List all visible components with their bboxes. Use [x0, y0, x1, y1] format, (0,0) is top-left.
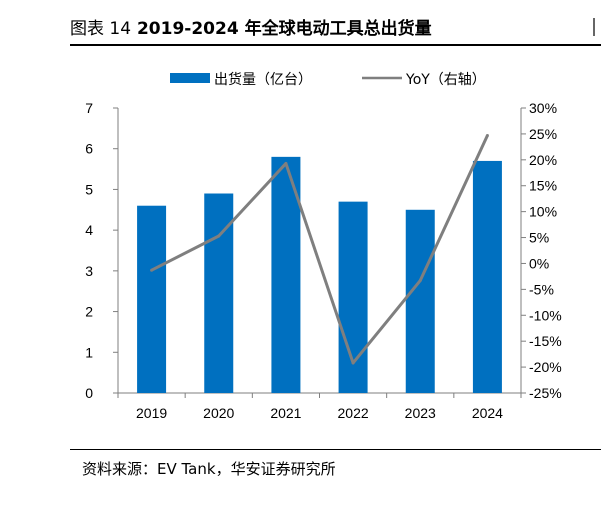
- left-tick-label: 3: [85, 263, 93, 279]
- x-tick-label: 2020: [203, 405, 234, 421]
- edge-mark: [593, 18, 595, 36]
- x-tick-label: 2019: [136, 405, 167, 421]
- x-tick-label: 2024: [472, 405, 503, 421]
- yoy-point-2020: [217, 234, 221, 238]
- right-tick-label: 30%: [529, 100, 557, 116]
- bar-2024: [472, 160, 502, 393]
- right-tick-label: -20%: [529, 359, 562, 375]
- right-tick-label: 10%: [529, 204, 557, 220]
- title-rule: [70, 44, 601, 46]
- bars: [137, 156, 502, 393]
- x-tick-label: 2021: [270, 405, 301, 421]
- left-tick-label: 4: [85, 222, 93, 238]
- legend-bar-swatch: [170, 73, 210, 83]
- legend-line-label: YoY（右轴）: [405, 72, 486, 88]
- right-tick-label: -10%: [529, 307, 562, 323]
- right-tick-label: -25%: [529, 385, 562, 401]
- right-tick-label: 0%: [529, 255, 549, 271]
- left-tick-label: 7: [85, 100, 93, 116]
- bar-2019: [137, 205, 167, 393]
- yoy-point-2021: [284, 161, 288, 165]
- figure-title: 图表 14 2019-2024 年全球电动工具总出货量: [70, 14, 432, 39]
- left-tick-label: 2: [85, 304, 93, 320]
- source-rule: [70, 449, 601, 450]
- right-tick-label: -15%: [529, 333, 562, 349]
- bar-2023: [405, 209, 435, 393]
- chart: 出货量（亿台） YoY（右轴） 0 1 2 3 4 5 6 7 -25% -20% -15% -10%…: [85, 71, 561, 421]
- yoy-line: [150, 134, 489, 365]
- right-tick-label: -5%: [529, 281, 554, 297]
- right-tick-label: 25%: [529, 126, 557, 142]
- yoy-point-2023: [418, 279, 422, 283]
- yoy-point-2022: [351, 361, 355, 365]
- x-tick-label: 2022: [338, 405, 369, 421]
- axes: [113, 107, 526, 398]
- legend-bar-label: 出货量（亿台）: [214, 71, 312, 88]
- right-tick-label: 5%: [529, 230, 549, 246]
- left-tick-label: 5: [85, 181, 93, 197]
- yoy-line-series: [150, 133, 489, 365]
- right-tick-label: 20%: [529, 152, 557, 168]
- figure-title-text: 2019-2024 年全球电动工具总出货量: [136, 19, 432, 39]
- x-tick-label: 2023: [405, 405, 436, 421]
- left-tick-label: 6: [85, 141, 93, 157]
- source-note: 资料来源：EV Tank，华安证券研究所: [82, 460, 336, 478]
- yoy-point-2019: [150, 268, 154, 272]
- yoy-point-2024: [485, 133, 489, 137]
- tick-labels: 0 1 2 3 4 5 6 7 -25% -20% -15% -10% -5% 0% 5% 10% 15% 20%…: [85, 100, 561, 421]
- right-tick-label: 15%: [529, 178, 557, 194]
- legend: 出货量（亿台） YoY（右轴）: [170, 71, 486, 88]
- left-tick-label: 1: [85, 344, 93, 360]
- left-tick-label: 0: [85, 385, 93, 401]
- figure-label: 图表 14: [70, 19, 132, 39]
